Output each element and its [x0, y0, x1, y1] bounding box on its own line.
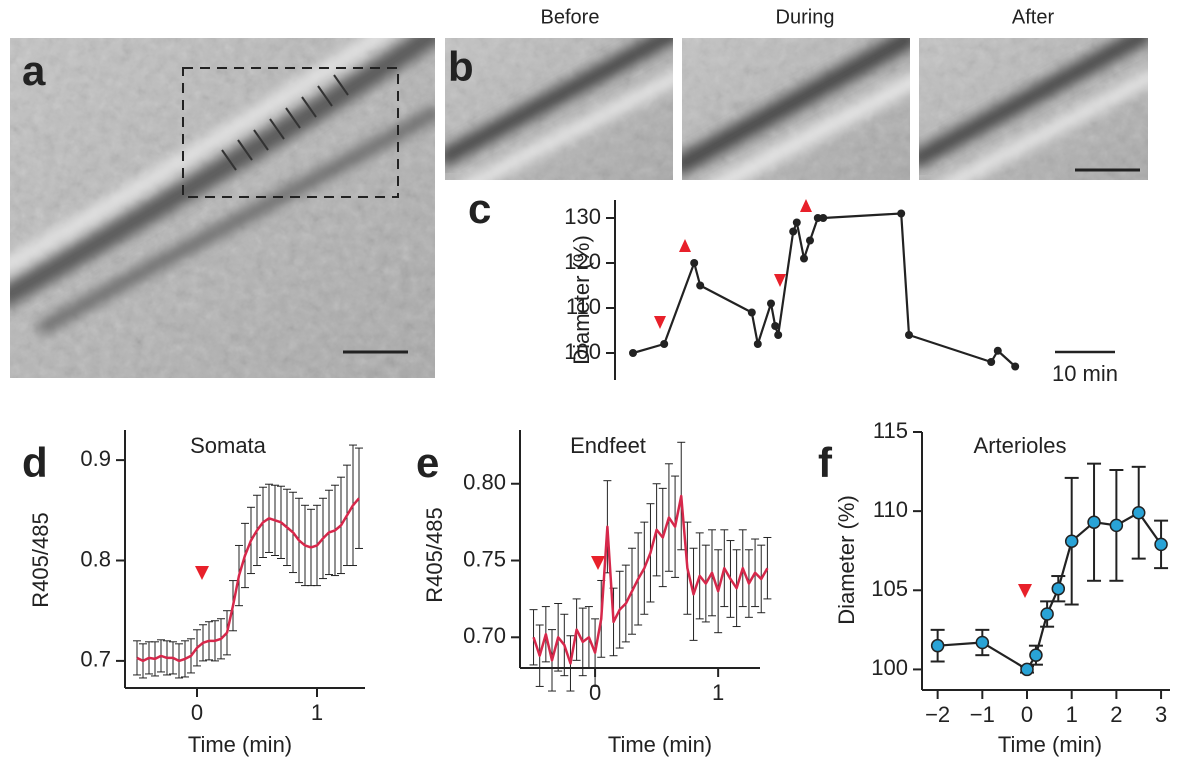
- x-tick-label: 3: [1155, 702, 1167, 727]
- data-point: [696, 281, 705, 290]
- y-tick-label: 120: [564, 249, 601, 274]
- stimulus-markers: [195, 199, 1032, 598]
- x-tick-label: −1: [970, 702, 995, 727]
- roi-box: [182, 67, 399, 198]
- data-point: [774, 331, 783, 339]
- y-tick-label: 115: [873, 418, 908, 443]
- data-point: [806, 236, 814, 245]
- x-tick-label: 1: [311, 700, 323, 725]
- data-point: [753, 340, 762, 348]
- panel-label: a: [22, 47, 46, 94]
- y-tick-label: 0.8: [80, 546, 111, 571]
- x-axis-label: Time (min): [608, 732, 712, 757]
- data-line: [937, 511, 1162, 671]
- data-point: [1051, 581, 1066, 596]
- y-axis-label: Diameter (%): [569, 235, 594, 365]
- y-tick-label: 100: [871, 655, 908, 680]
- data-point: [1087, 515, 1101, 529]
- data-point: [800, 254, 808, 263]
- data-point: [1064, 534, 1079, 548]
- image-during: [682, 38, 910, 180]
- micrograph: [10, 38, 435, 378]
- data-point: [1040, 607, 1054, 621]
- data-line: [136, 497, 360, 663]
- image-caption: After: [1012, 6, 1055, 28]
- chart-title: Endfeet: [570, 433, 646, 458]
- data-point: [690, 259, 699, 267]
- image-caption: Before: [541, 6, 600, 28]
- panel-label: e: [416, 439, 439, 486]
- y-tick-label: 0.7: [80, 647, 111, 672]
- x-tick-label: 1: [1066, 702, 1078, 727]
- chart-title: Arterioles: [974, 433, 1067, 458]
- scale-bar-label: 10 min: [1052, 361, 1118, 386]
- data-point: [771, 322, 780, 330]
- y-tick-label: 110: [873, 497, 908, 522]
- y-tick-label: 0.75: [463, 546, 506, 571]
- image-after: [919, 38, 1148, 180]
- data-point: [1131, 505, 1146, 520]
- data-point: [897, 209, 906, 218]
- panel-label: f: [818, 439, 833, 486]
- data-point: [1154, 537, 1168, 552]
- y-tick-label: 110: [566, 294, 601, 319]
- panel-label: c: [468, 185, 491, 232]
- data-point: [987, 358, 996, 366]
- x-tick-label: −2: [925, 702, 950, 727]
- data-point: [930, 638, 945, 653]
- data-point: [1029, 648, 1043, 662]
- x-axis-label: Time (min): [998, 732, 1102, 757]
- data-point: [660, 340, 669, 348]
- data-point: [1020, 662, 1034, 677]
- data-point: [1109, 518, 1124, 533]
- y-tick-label: 105: [871, 576, 908, 601]
- data-point: [993, 346, 1002, 355]
- data-point: [1011, 362, 1020, 371]
- y-tick-label: 130: [564, 204, 601, 229]
- image-before: [445, 38, 673, 180]
- y-tick-label: 0.80: [463, 470, 506, 495]
- x-axis-label: Time (min): [188, 732, 292, 757]
- y-axis-label: Diameter (%): [834, 495, 859, 625]
- data-point: [792, 218, 801, 227]
- data-point: [789, 227, 798, 236]
- panel-label: d: [22, 439, 48, 486]
- data-point: [975, 635, 990, 650]
- data-point: [767, 299, 775, 308]
- y-axis-label: R405/485: [422, 507, 447, 602]
- x-tick-label: 0: [191, 700, 203, 725]
- y-axis-label: R405/485: [28, 512, 53, 607]
- y-tick-label: 0.9: [80, 446, 111, 471]
- data-line: [632, 212, 1016, 368]
- image-caption: During: [776, 6, 835, 28]
- y-tick-label: 100: [564, 339, 601, 364]
- data-point: [905, 331, 913, 339]
- data-line: [532, 494, 769, 665]
- diameter-lines: [221, 74, 349, 171]
- data-point: [629, 349, 637, 357]
- panel-label: b: [448, 43, 474, 90]
- x-tick-label: 2: [1110, 702, 1122, 727]
- data-point: [747, 308, 756, 317]
- x-tick-label: 1: [712, 680, 724, 705]
- data-point: [819, 214, 828, 222]
- chart-title: Somata: [190, 433, 267, 458]
- y-tick-label: 0.70: [463, 623, 506, 648]
- x-tick-label: 0: [1021, 702, 1033, 727]
